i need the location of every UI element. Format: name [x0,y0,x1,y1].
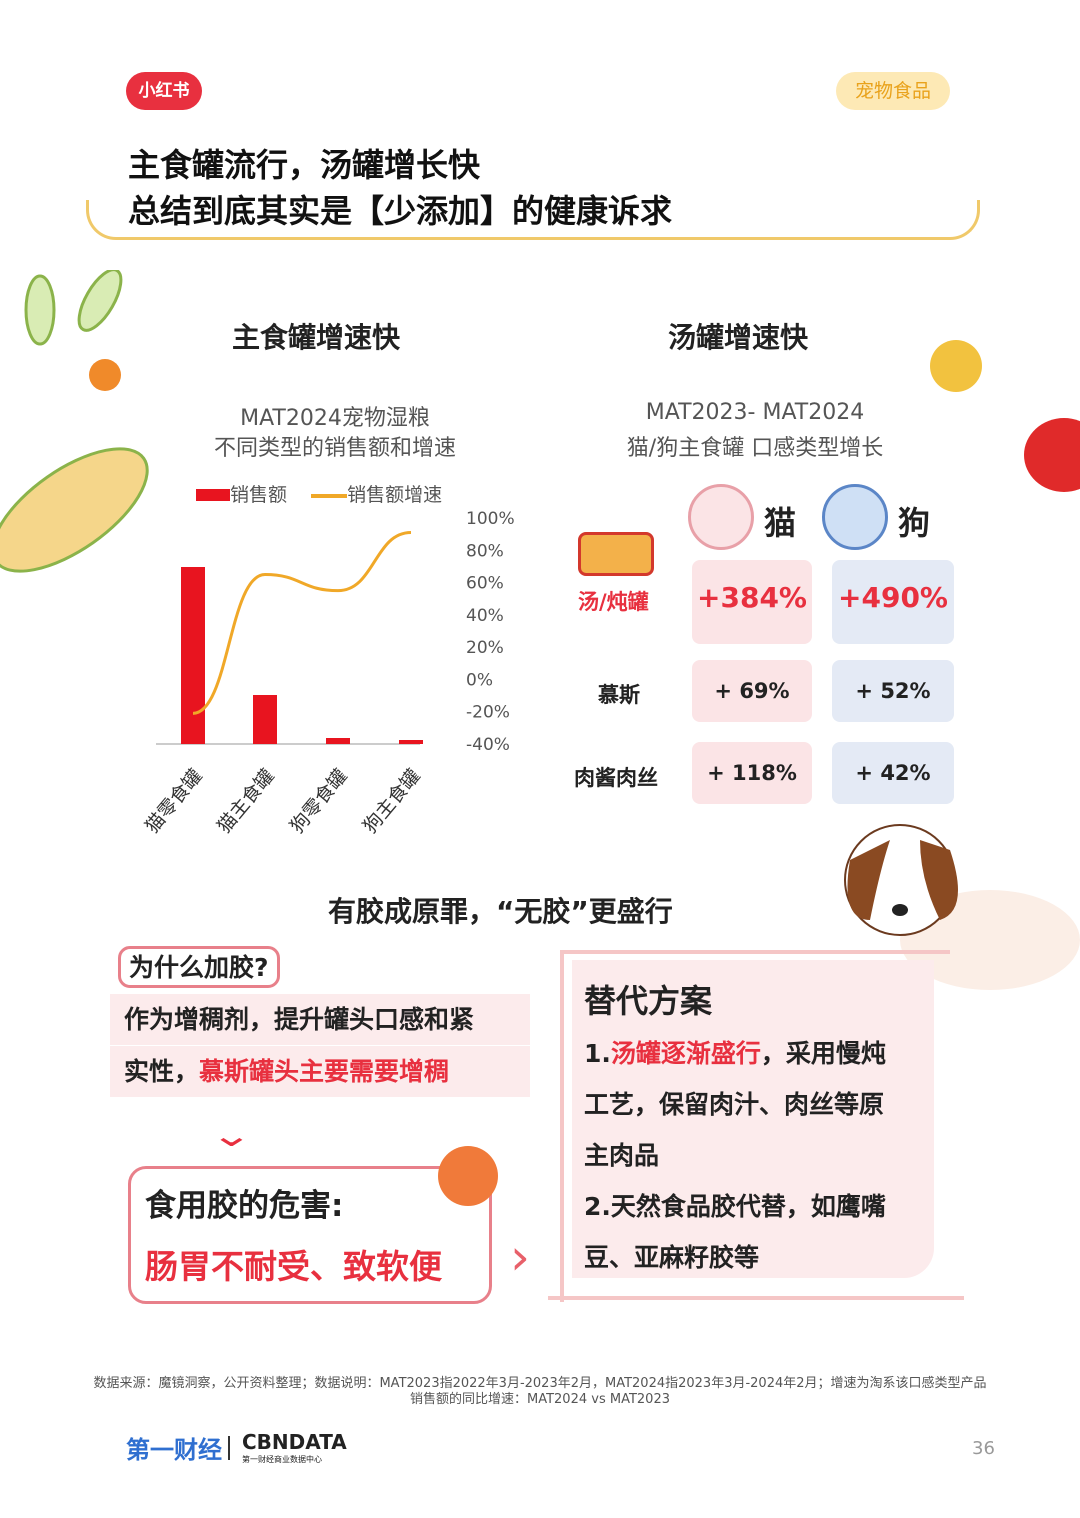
row-label-mousse: 慕斯 [598,683,640,707]
legend-growth: 销售额增速 [347,484,443,506]
table-subtitle-1: MAT2023- MAT2024 [645,400,865,425]
table-subtitle-2: 猫/狗主食罐 口感类型增长 [626,436,884,461]
alt-line-1: 1.汤罐逐渐盛行，采用慢炖 [584,1028,886,1079]
bottom-heading: 有胶成原罪，“无胶”更盛行 [328,895,673,928]
alt-highlight: 汤罐逐渐盛行 [610,1039,761,1068]
y2-tick: 0% [466,670,493,690]
alt-line-2: 工艺，保留肉汁、肉丝等原 [584,1090,885,1119]
y2-tick: 80% [466,541,504,561]
cbndata-logo: CBNDATA [242,1430,347,1454]
dog-soup-value: +490% [832,560,954,644]
can-icon [578,532,654,576]
page-title: 主食罐流行，汤罐增长快 [128,146,481,184]
arrow-down-icon: ⌄ [209,1116,253,1154]
arrow-right-icon: › [510,1228,530,1286]
data-source: 数据来源：魔镜洞察，公开资料整理；数据说明：MAT2023指2022年3月-20… [40,1376,1040,1408]
yicai-logo: 第一财经 [126,1436,222,1464]
legend-sales: 销售额 [230,484,288,506]
dog-avatar-icon [822,484,888,550]
chart-subtitle-2: 不同类型的销售额和增速 [213,436,456,461]
right-heading: 汤罐增速快 [668,321,809,354]
category-tag: 宠物食品 [836,72,950,110]
sales-growth-chart: 100% 80% 60% 40% 20% 0% -20% -40% 猫零食罐 猫主食罐 狗零食罐 狗主… [141,509,515,837]
page-subtitle: 总结到底其实是【少添加】的健康诉求 [128,192,673,230]
x-tick-label: 猫零食罐 [141,765,207,837]
puppy-illustration-icon [844,824,1080,990]
alt-num: 1. [584,1039,611,1068]
cat-mousse-value: + 69% [692,660,812,722]
ball-yellow-icon [930,340,982,392]
harm-title: 食用胶的危害: [145,1188,344,1224]
y2-tick: 60% [466,574,504,594]
cat-meat-value: + 118% [692,742,812,804]
bar-狗零食罐 [326,738,350,744]
reason-line-2: 实性，慕斯罐头主要需要增稠 [110,1046,530,1097]
yarn-ball-icon [438,1146,498,1206]
y2-tick: -40% [466,735,510,755]
x-tick-label: 狗主食罐 [359,765,425,837]
box-bottom-line [548,1296,964,1300]
col-dog: 狗 [898,504,931,542]
y2-tick: 20% [466,638,504,658]
alternative-bg [572,960,934,1278]
y2-tick: 100% [466,509,515,529]
alt-line-5: 豆、亚麻籽胶等 [584,1243,760,1272]
harm-text: 肠胃不耐受、致软便 [145,1247,442,1286]
y2-tick: -20% [466,703,510,723]
chart-subtitle-1: MAT2024宠物湿粮 [240,406,430,431]
reason-line-1: 作为增稠剂，提升罐头口感和紧 [110,994,530,1045]
legend-bar-swatch [196,489,230,501]
chart-legend: 销售额 销售额增速 [196,480,442,507]
cat-avatar-icon [688,484,754,550]
title-underline [86,200,980,240]
bar-猫主食罐 [253,695,277,744]
reason-text: 实性， [124,1057,200,1086]
bar-狗主食罐 [399,740,423,744]
harm-box [128,1166,492,1304]
xiaohongshu-logo: 小红书 [126,72,202,110]
cat-soup-value: +384% [692,560,812,644]
source-line-2: 销售额的同比增速：MAT2024 vs MAT2023 [410,1392,670,1407]
col-cat: 猫 [764,504,797,542]
alt-line-3: 主肉品 [584,1141,660,1170]
reason-highlight: 慕斯罐头主要需要增稠 [199,1057,450,1086]
ball-red-icon [1024,418,1080,492]
left-heading: 主食罐增速快 [232,321,401,354]
legend-line-swatch [311,493,348,498]
alt-text: ，采用慢炖 [760,1039,886,1068]
source-line-1: 数据来源：魔镜洞察，公开资料整理；数据说明：MAT2023指2022年3月-20… [93,1376,987,1391]
page-number: 36 [972,1438,995,1459]
row-label-meat: 肉酱肉丝 [574,766,658,790]
leaf-decoration-icon [0,270,149,573]
x-tick-label: 猫主食罐 [213,765,279,837]
alternative-box [560,950,950,1302]
logo-divider [228,1436,230,1460]
cbndata-logo-sub: 第一财经商业数据中心 [242,1455,322,1464]
growth-line [192,531,412,715]
dog-mousse-value: + 52% [832,660,954,722]
row-label-soup: 汤/炖罐 [578,590,649,614]
dog-meat-value: + 42% [832,742,954,804]
bar-猫零食罐 [181,567,205,744]
y2-tick: 40% [466,606,504,626]
x-tick-label: 狗零食罐 [286,765,352,837]
why-label: 为什么加胶? [118,946,280,988]
alt-line-4: 2.天然食品胶代替，如鹰嘴 [584,1192,886,1221]
alt-title: 替代方案 [584,982,713,1020]
